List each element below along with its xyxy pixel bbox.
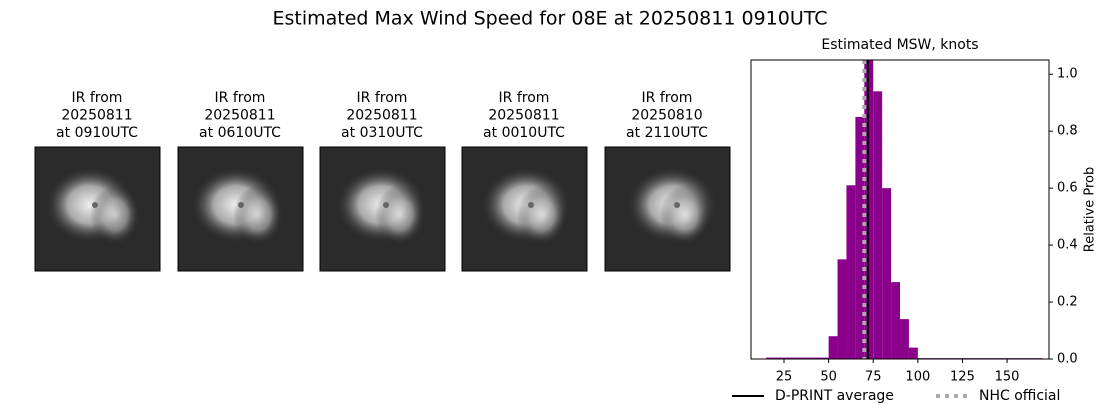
x-tick-label: 50 — [820, 370, 837, 385]
bar — [846, 185, 856, 359]
storm-eye — [528, 202, 534, 208]
panel-label: at 0010UTC — [483, 125, 565, 141]
y-tick-label: 0.0 — [1057, 352, 1078, 367]
panel-label: 20250811 — [346, 108, 417, 124]
x-tick-label: 125 — [950, 370, 975, 385]
panel-label: at 0910UTC — [56, 125, 138, 141]
y-tick-label: 1.0 — [1057, 67, 1078, 82]
bar — [855, 116, 865, 359]
storm-cloud — [517, 185, 567, 245]
storm-cloud — [375, 185, 425, 245]
panel-label: IR from — [357, 90, 408, 106]
storm-cloud — [233, 185, 283, 245]
bar — [900, 319, 909, 359]
x-tick-label: 75 — [865, 370, 882, 385]
bar — [766, 357, 776, 359]
panel-label: IR from — [72, 90, 123, 106]
chart-title: Estimated MSW, knots — [821, 37, 978, 53]
storm-eye — [674, 202, 680, 208]
bar — [810, 357, 820, 359]
bar — [775, 357, 785, 359]
panel-label: at 0610UTC — [199, 125, 281, 141]
bar — [891, 282, 900, 359]
x-tick-label: 150 — [995, 370, 1020, 385]
bar — [792, 357, 802, 359]
bar — [828, 336, 838, 359]
storm-eye — [92, 202, 98, 208]
bar — [873, 91, 883, 360]
x-tick-label: 100 — [905, 370, 930, 385]
y-tick-label: 0.8 — [1057, 124, 1078, 139]
bar — [784, 357, 793, 359]
panel-label: at 0310UTC — [341, 125, 423, 141]
storm-cloud — [90, 185, 140, 245]
panel-label: 20250810 — [631, 108, 702, 124]
bar — [882, 188, 892, 359]
panel-label: IR from — [215, 90, 266, 106]
x-tick-label: 25 — [776, 370, 793, 385]
plot-frame — [750, 59, 1050, 360]
storm-cloud — [660, 185, 710, 245]
panel-label: IR from — [499, 90, 550, 106]
storm-eye — [238, 202, 244, 208]
bar — [837, 259, 847, 359]
panel-label: 20250811 — [488, 108, 559, 124]
y-tick-label: 0.2 — [1057, 295, 1078, 310]
y-tick-label: 0.4 — [1057, 238, 1078, 253]
panel-label: 20250811 — [61, 108, 132, 124]
panel-label: 20250811 — [204, 108, 275, 124]
bar — [819, 357, 829, 359]
bar — [908, 347, 918, 359]
bar — [801, 357, 811, 359]
legend-label: NHC official — [979, 388, 1060, 404]
y-tick-label: 0.6 — [1057, 181, 1078, 196]
panel-label: at 2110UTC — [626, 125, 708, 141]
legend-label: D-PRINT average — [775, 388, 894, 404]
y-axis-label: Relative Prob — [1083, 167, 1098, 252]
storm-eye — [383, 202, 389, 208]
figure-title: Estimated Max Wind Speed for 08E at 2025… — [272, 8, 827, 30]
panel-label: IR from — [642, 90, 693, 106]
